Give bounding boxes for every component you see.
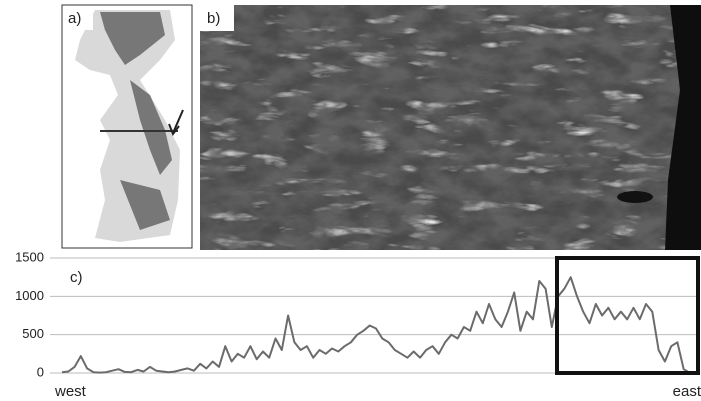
panel-label: b) [207, 10, 220, 27]
y-tick-label: 0 [37, 364, 44, 379]
panel-b: b) [200, 5, 701, 250]
y-tick-label: 1000 [15, 288, 44, 303]
figure: a) b) 0 500 1000 1500 c) west east [0, 0, 701, 401]
chart-c: 0 500 1000 1500 c) west east [15, 249, 701, 400]
x-end-label: east [673, 383, 701, 400]
highlight-box [557, 258, 698, 373]
panel-label: c) [70, 269, 83, 286]
profile-line [62, 277, 690, 373]
x-end-label: west [54, 383, 87, 400]
y-tick-label: 1500 [15, 249, 44, 264]
y-tick-label: 500 [22, 326, 44, 341]
panel-label: a) [68, 10, 81, 27]
panel-a: a) [62, 5, 192, 248]
